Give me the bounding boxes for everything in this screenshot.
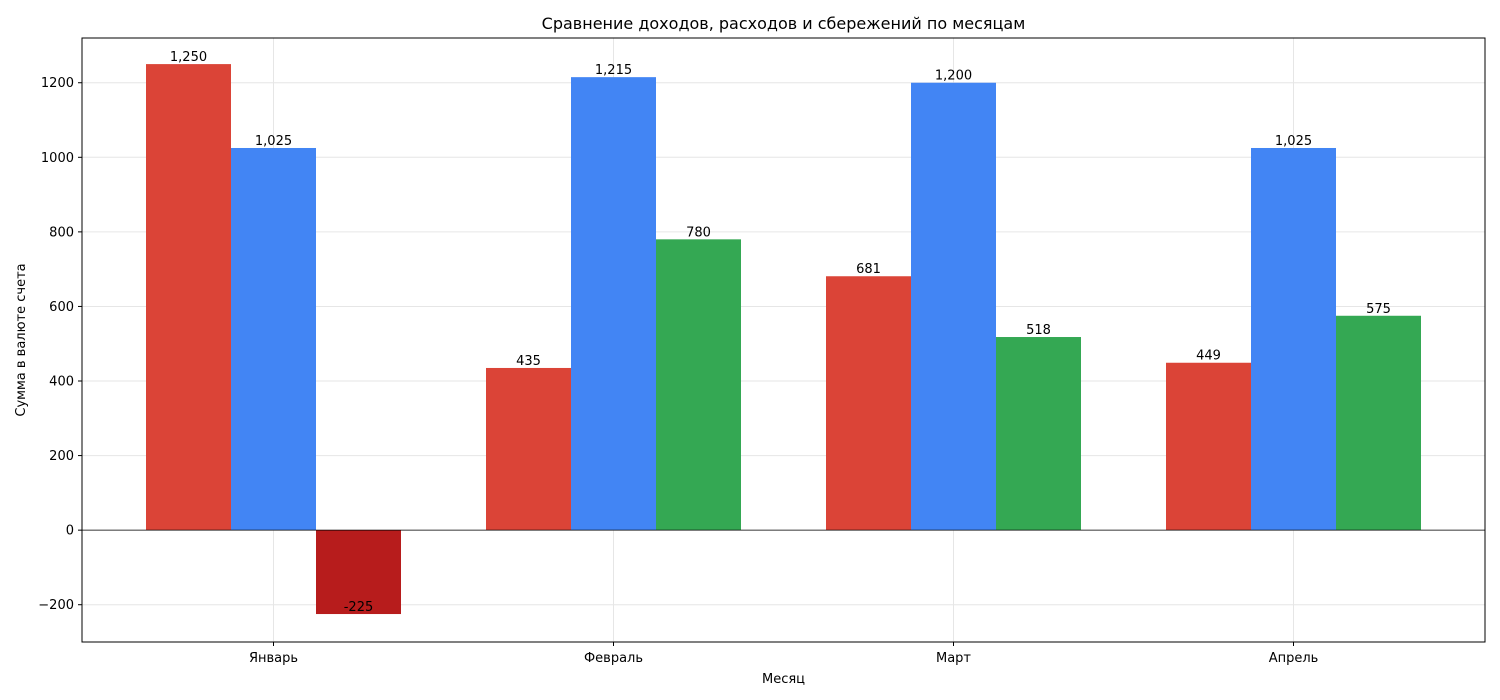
axis-ticks: −200 0 200 400 600 800 1000 1200 Январь Февраль Ма… xyxy=(38,76,1318,666)
x-tick-label: Март xyxy=(936,651,971,666)
bar xyxy=(826,276,911,531)
y-tick-label: 1000 xyxy=(41,151,74,166)
data-label: 449 xyxy=(1196,349,1221,364)
bar xyxy=(316,530,401,615)
y-tick-label: 0 xyxy=(66,524,74,539)
data-label: 518 xyxy=(1026,323,1051,338)
y-tick-label: 200 xyxy=(49,449,74,464)
bar xyxy=(486,367,571,531)
x-tick-label: Апрель xyxy=(1269,651,1319,666)
data-label: 681 xyxy=(856,262,881,277)
chart-title: Сравнение доходов, расходов и сбережений… xyxy=(542,14,1026,33)
data-label: 1,215 xyxy=(595,63,632,78)
data-label: 1,025 xyxy=(1275,134,1312,149)
data-label: 1,200 xyxy=(935,69,972,84)
x-tick-label: Январь xyxy=(249,651,298,666)
plot-frame xyxy=(81,37,1486,643)
x-axis-label: Месяц xyxy=(762,672,805,687)
bar xyxy=(146,64,231,531)
data-labels: 1,250 435 681 449 1,025 1,215 1,200 1,025 -225 78… xyxy=(82,50,1485,615)
data-label: -225 xyxy=(344,600,374,615)
bar xyxy=(1336,315,1421,531)
y-axis-label: Сумма в валюте счета xyxy=(14,263,29,416)
bars xyxy=(146,64,1421,615)
bar xyxy=(571,77,656,531)
y-tick-label: 400 xyxy=(49,375,74,390)
x-tick-label: Февраль xyxy=(584,651,643,666)
bar xyxy=(656,239,741,531)
bar xyxy=(911,82,996,531)
y-tick-label: 600 xyxy=(49,300,74,315)
data-label: 780 xyxy=(686,225,711,240)
y-tick-label: −200 xyxy=(38,598,74,613)
data-label: 1,025 xyxy=(255,134,292,149)
y-tick-label: 1200 xyxy=(41,76,74,91)
data-label: 435 xyxy=(516,354,541,369)
data-label: 1,250 xyxy=(170,50,207,65)
bar xyxy=(996,337,1081,531)
bar xyxy=(231,147,316,531)
bar xyxy=(1251,147,1336,531)
y-tick-label: 800 xyxy=(49,225,74,240)
data-label: 575 xyxy=(1366,302,1391,317)
bar xyxy=(1166,362,1251,531)
